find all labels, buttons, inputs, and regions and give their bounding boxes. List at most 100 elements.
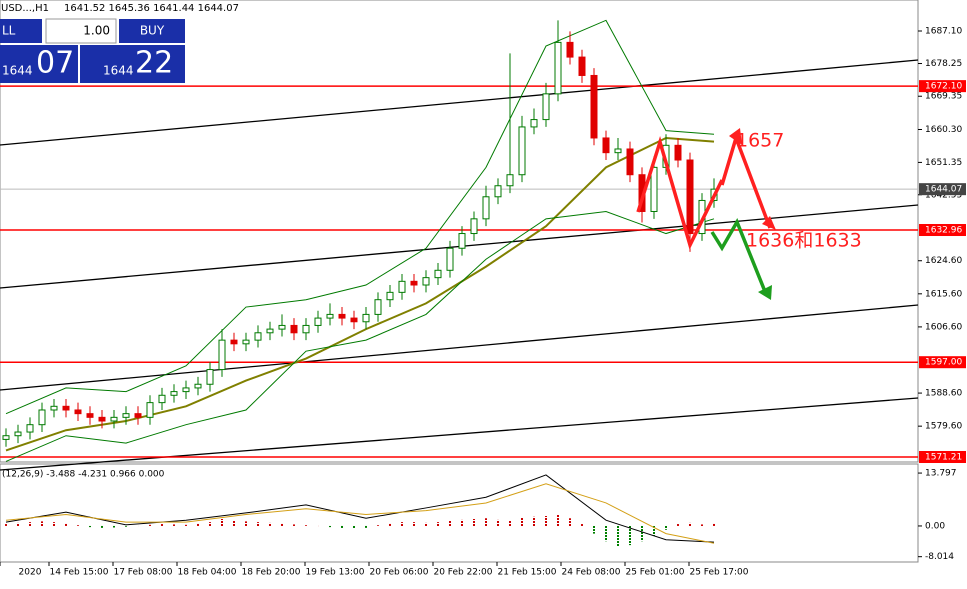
candle-body: [338, 313, 346, 319]
level-tag: [919, 356, 966, 369]
candle-body: [566, 41, 574, 58]
sell-button[interactable]: [0, 19, 42, 43]
bid-box[interactable]: [0, 45, 78, 83]
indicator-line: [5, 474, 715, 543]
candle-body: [98, 416, 106, 422]
buy-label[interactable]: BUY: [140, 24, 165, 38]
trend-line: [0, 59, 919, 146]
y-tick-label: 1588.60: [925, 389, 962, 399]
ask-box[interactable]: [80, 45, 185, 83]
buy-button[interactable]: [119, 19, 185, 43]
candle-body: [26, 424, 34, 433]
current-label: 1644.07: [925, 185, 962, 195]
ask-big[interactable]: 1644: [103, 64, 134, 78]
x-tick-label: 18 Feb 04:00: [177, 568, 236, 578]
candle-body: [158, 394, 166, 404]
plot-layer: 1687.10 1678.25 1669.35 1660.30 1651.35 1642.…: [0, 19, 966, 578]
x-tick-label: 25 Feb 01:00: [625, 568, 684, 578]
candle-body: [530, 119, 538, 128]
indicator-line: [5, 483, 715, 544]
candle-body: [386, 291, 394, 301]
candle-body: [146, 402, 154, 418]
bid-small[interactable]: 07: [36, 46, 74, 81]
x-tick-label: 25 Feb 17:00: [689, 568, 748, 578]
arrowhead: [762, 216, 776, 230]
candle-body: [62, 405, 70, 411]
level-tag: [919, 224, 966, 237]
candle-body: [434, 269, 442, 279]
candle-body: [398, 280, 406, 293]
green-arrow: [710, 218, 768, 295]
y-tick-label: 1660.30: [925, 125, 962, 135]
y2-tick-label: 0.00: [925, 521, 945, 531]
current-tag: [919, 183, 966, 196]
candle-body: [374, 299, 382, 315]
x-tick-label: 17 Feb 08:00: [113, 568, 172, 578]
candle-body: [302, 324, 310, 334]
y-tick-label: 1651.35: [925, 158, 962, 168]
candle-body: [242, 339, 250, 345]
forecast-arrows: [636, 128, 776, 300]
candle-body: [446, 247, 454, 271]
lots-input[interactable]: [45, 18, 117, 44]
x-tick-label: 21 Feb 15:00: [497, 568, 556, 578]
annotation: 1636和1633: [746, 230, 862, 252]
candle-body: [542, 93, 550, 121]
arrowhead: [758, 285, 772, 300]
candle-body: [230, 339, 238, 345]
candle-body: [206, 369, 214, 385]
candle-body: [254, 332, 262, 341]
annotation: 1657: [736, 130, 784, 152]
y2-tick-label: -8.014: [925, 552, 954, 562]
candle-body: [170, 391, 178, 396]
candle-body: [86, 413, 94, 418]
y2-tick-label: 13.797: [925, 469, 957, 479]
y-tick-label: 1624.60: [925, 256, 962, 266]
candle-body: [350, 317, 358, 323]
candle-body: [74, 409, 82, 415]
sell-label[interactable]: LL: [2, 24, 16, 38]
red-path: [636, 135, 724, 250]
overlay-line: [5, 210, 715, 462]
candle-body: [674, 144, 682, 161]
candle-body: [686, 159, 694, 235]
candle-body: [110, 416, 118, 422]
candle-body: [314, 317, 322, 326]
bid-big[interactable]: 1644: [2, 64, 33, 78]
y-tick-label: 1687.10: [925, 26, 962, 36]
candle-body: [470, 218, 478, 235]
y-tick-label: 1579.60: [925, 422, 962, 432]
ask-small[interactable]: 22: [135, 46, 173, 81]
candle-body: [506, 174, 514, 187]
indicator-plot: [0, 463, 919, 563]
candle-body: [218, 339, 226, 371]
candle-body: [650, 166, 658, 212]
x-tick-label: 18 Feb 20:00: [241, 568, 300, 578]
lots[interactable]: 1.00: [83, 24, 110, 38]
candle-body: [182, 387, 190, 393]
candle-body: [494, 185, 502, 198]
x-tick-label: 20 Feb 22:00: [433, 568, 492, 578]
x-tick-label: 14 Feb 15:00: [49, 568, 108, 578]
candle-body: [278, 324, 286, 330]
overlay-line: [5, 19, 715, 415]
y-tick-label: 1642.55: [925, 190, 962, 200]
candle-body: [482, 196, 490, 220]
candle-body: [422, 277, 430, 286]
arrowhead: [729, 128, 742, 145]
candle-body: [626, 148, 634, 176]
trend-line: [0, 304, 919, 391]
candle-body: [290, 324, 298, 334]
x-tick-label: 24 Feb 08:00: [561, 568, 620, 578]
candle-body: [194, 383, 202, 389]
candle-body: [590, 74, 598, 139]
level-label: 1597.00: [925, 358, 962, 368]
candle-body: [578, 56, 586, 76]
candle-body: [602, 137, 610, 154]
header-quote: 1641.52 1645.36 1641.44 1644.07: [64, 3, 239, 14]
trend-line: [0, 397, 919, 471]
y-tick-label: 1678.25: [925, 59, 962, 69]
level-label: 1672.10: [925, 82, 962, 92]
x-tick-label: 20 Feb 06:00: [369, 568, 428, 578]
